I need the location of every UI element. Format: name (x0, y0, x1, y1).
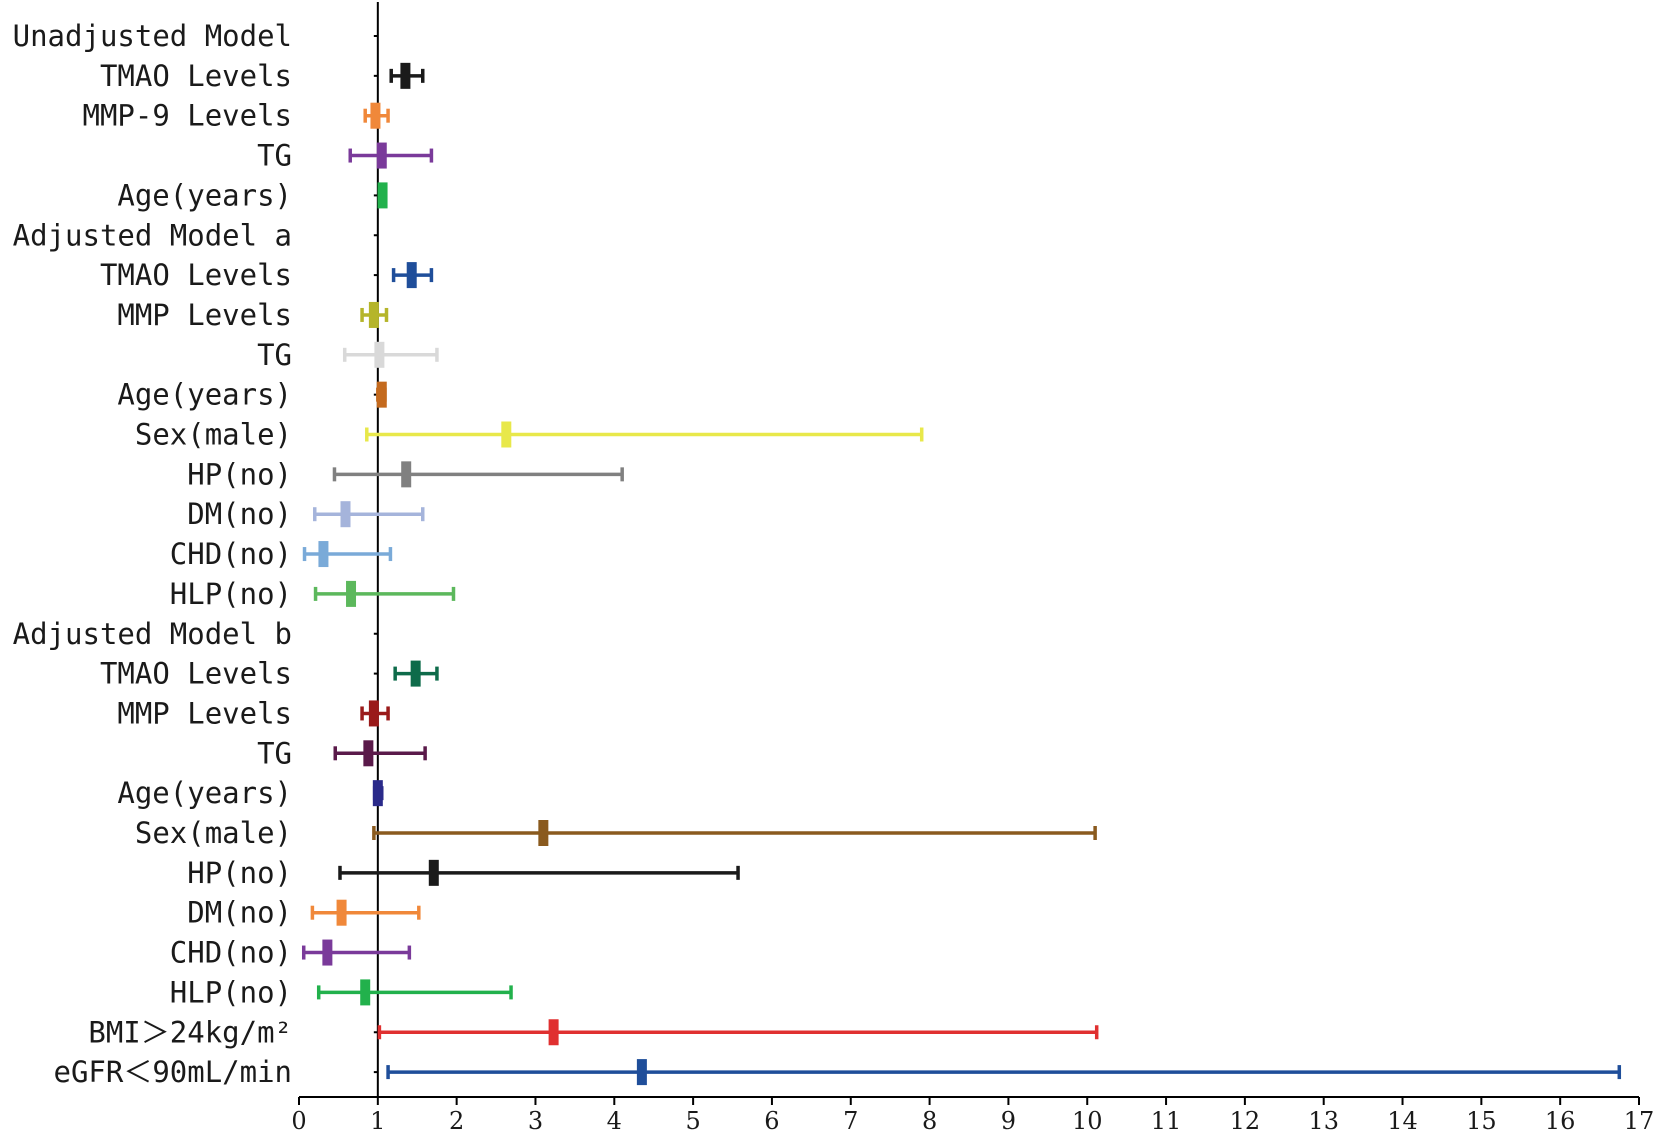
row-label: HLP(no) (170, 975, 292, 1009)
point-estimate (548, 1019, 559, 1046)
point-estimate (363, 740, 374, 767)
x-tick-label: 14 (1387, 1107, 1418, 1133)
point-estimate (410, 660, 421, 687)
row-label: Sex(male) (135, 816, 292, 850)
point-estimate (428, 859, 439, 886)
point-estimate (636, 1059, 647, 1086)
row-label: TMAO Levels (100, 657, 292, 691)
x-tick-label: 4 (607, 1107, 622, 1133)
model-header-label: Adjusted Model b (13, 617, 292, 651)
row-label: Age(years) (117, 776, 292, 810)
point-estimate (336, 899, 347, 926)
x-tick-label: 0 (291, 1107, 306, 1133)
x-tick-label: 3 (528, 1107, 543, 1133)
row-label: Age(years) (117, 378, 292, 412)
point-estimate (538, 820, 549, 846)
point-estimate (346, 580, 357, 607)
row-label: MMP Levels (117, 696, 292, 730)
row-label: eGFR＜90mL/min (53, 1055, 292, 1089)
row-label: HP(no) (187, 856, 292, 890)
x-tick-label: 7 (843, 1107, 858, 1133)
point-estimate (322, 939, 333, 966)
point-estimate (400, 62, 411, 89)
row-label: CHD(no) (170, 936, 292, 970)
x-tick-label: 8 (922, 1107, 937, 1133)
row-label: MMP Levels (117, 298, 292, 332)
x-tick-label: 5 (685, 1107, 700, 1133)
x-tick-label: 10 (1072, 1107, 1103, 1133)
x-tick-label: 1 (370, 1107, 385, 1133)
point-estimate (368, 301, 379, 328)
point-estimate (501, 421, 512, 448)
x-tick-label: 13 (1308, 1107, 1339, 1133)
x-tick-label: 9 (1001, 1107, 1016, 1133)
row-label: TG (257, 338, 292, 372)
row-label: CHD(no) (170, 537, 292, 571)
point-estimate (372, 780, 383, 807)
point-estimate (376, 142, 387, 169)
point-estimate (376, 381, 387, 408)
x-tick-label: 17 (1624, 1107, 1654, 1133)
model-header-label: Adjusted Model a (13, 218, 292, 252)
model-header-label: Unadjusted Model (13, 19, 292, 53)
point-estimate (370, 102, 381, 129)
point-estimate (368, 700, 379, 727)
row-label: BMI＞24kg/m² (88, 1015, 292, 1049)
row-label: HLP(no) (170, 577, 292, 611)
row-label: Age(years) (117, 178, 292, 212)
point-estimate (377, 182, 388, 209)
row-label: DM(no) (187, 896, 292, 930)
x-tick-label: 16 (1545, 1107, 1576, 1133)
x-tick-label: 15 (1466, 1107, 1497, 1133)
row-label: HP(no) (187, 457, 292, 491)
row-label: MMP-9 Levels (82, 99, 292, 133)
x-tick-label: 2 (449, 1107, 464, 1133)
x-tick-label: 6 (764, 1107, 779, 1133)
row-label: TG (257, 139, 292, 173)
point-estimate (318, 541, 329, 568)
x-tick-label: 11 (1151, 1107, 1182, 1133)
point-estimate (360, 979, 371, 1006)
point-estimate (340, 501, 351, 528)
row-label: TG (257, 736, 292, 770)
point-estimate (401, 461, 412, 488)
row-label: TMAO Levels (100, 59, 292, 93)
x-tick-label: 12 (1230, 1107, 1261, 1133)
row-label: DM(no) (187, 497, 292, 531)
row-label: TMAO Levels (100, 258, 292, 292)
row-label: Sex(male) (135, 418, 292, 452)
point-estimate (374, 341, 385, 368)
point-estimate (406, 262, 417, 289)
